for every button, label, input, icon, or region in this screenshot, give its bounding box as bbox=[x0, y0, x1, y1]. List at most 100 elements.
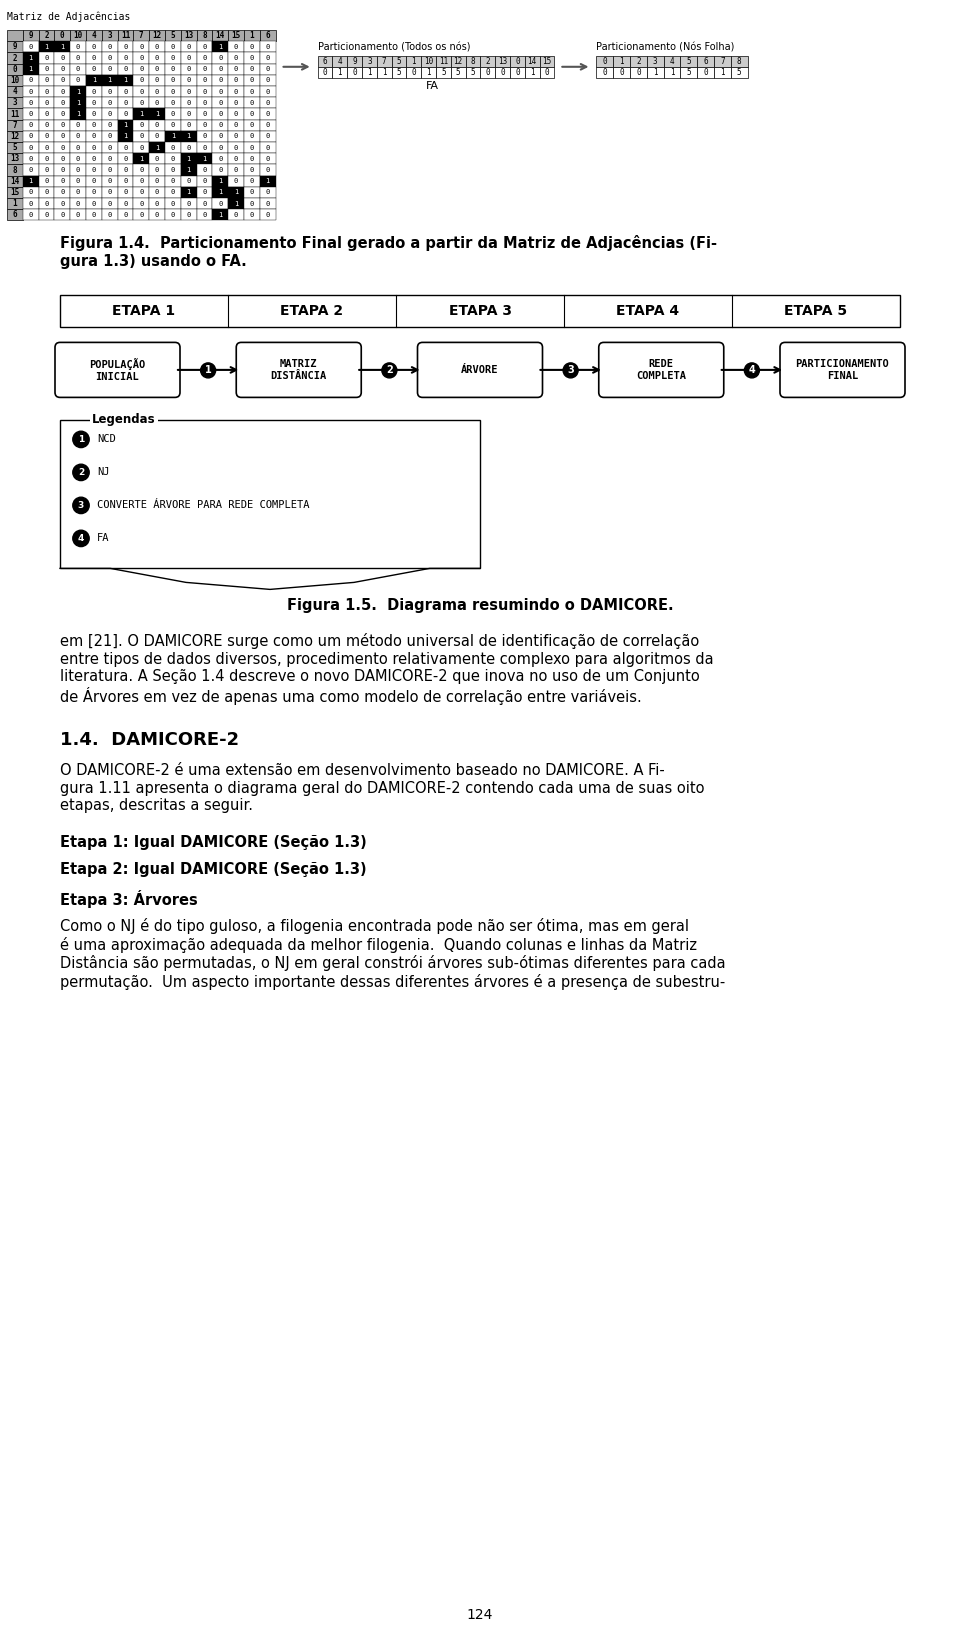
Text: 5: 5 bbox=[470, 67, 475, 77]
Bar bbox=[133, 142, 149, 154]
Text: 8: 8 bbox=[12, 165, 17, 175]
Bar bbox=[23, 209, 38, 221]
Text: 0: 0 bbox=[108, 100, 111, 106]
Text: 0: 0 bbox=[171, 201, 175, 206]
Text: 2: 2 bbox=[12, 54, 17, 62]
Bar bbox=[697, 67, 714, 77]
Bar bbox=[510, 56, 525, 67]
Text: 11: 11 bbox=[121, 31, 131, 41]
Text: 12: 12 bbox=[453, 57, 463, 65]
Bar bbox=[362, 67, 376, 77]
Bar bbox=[149, 165, 165, 175]
Bar bbox=[180, 175, 197, 186]
Bar bbox=[149, 209, 165, 221]
Text: 1: 1 bbox=[412, 57, 416, 65]
Bar bbox=[212, 186, 228, 198]
Bar bbox=[681, 67, 697, 77]
Bar bbox=[102, 198, 117, 209]
Text: 0: 0 bbox=[44, 67, 49, 72]
Bar bbox=[86, 41, 102, 52]
Text: 0: 0 bbox=[266, 201, 270, 206]
Bar bbox=[7, 108, 23, 119]
Text: 0: 0 bbox=[218, 67, 223, 72]
Bar bbox=[212, 198, 228, 209]
Text: 0: 0 bbox=[171, 111, 175, 118]
Bar bbox=[118, 108, 133, 119]
Bar bbox=[165, 186, 180, 198]
Text: 0: 0 bbox=[108, 134, 111, 139]
Bar bbox=[7, 198, 23, 209]
Text: 0: 0 bbox=[171, 144, 175, 150]
Text: 14: 14 bbox=[216, 31, 225, 41]
FancyBboxPatch shape bbox=[418, 343, 542, 397]
Text: 0: 0 bbox=[108, 178, 111, 185]
Bar bbox=[38, 29, 55, 41]
Text: 0: 0 bbox=[171, 88, 175, 95]
Bar bbox=[86, 75, 102, 87]
Text: 0: 0 bbox=[76, 144, 81, 150]
Text: 0: 0 bbox=[704, 67, 708, 77]
Text: 0: 0 bbox=[92, 134, 96, 139]
Text: 0: 0 bbox=[266, 212, 270, 217]
Bar bbox=[70, 186, 86, 198]
Text: 0: 0 bbox=[218, 77, 223, 83]
Text: 0: 0 bbox=[108, 44, 111, 49]
Bar bbox=[180, 29, 197, 41]
Bar bbox=[70, 154, 86, 165]
Bar bbox=[149, 87, 165, 96]
Bar bbox=[149, 64, 165, 75]
Text: 0: 0 bbox=[250, 178, 254, 185]
Bar bbox=[118, 154, 133, 165]
Bar bbox=[165, 96, 180, 108]
Text: 0: 0 bbox=[250, 144, 254, 150]
Bar bbox=[38, 186, 55, 198]
Text: 0: 0 bbox=[234, 44, 238, 49]
Bar bbox=[38, 41, 55, 52]
Bar bbox=[102, 96, 117, 108]
Bar bbox=[70, 175, 86, 186]
Text: 0: 0 bbox=[108, 144, 111, 150]
Bar bbox=[180, 87, 197, 96]
Text: 9: 9 bbox=[12, 42, 17, 51]
Bar bbox=[118, 75, 133, 87]
Bar bbox=[165, 119, 180, 131]
Bar bbox=[436, 56, 451, 67]
Bar bbox=[70, 52, 86, 64]
Bar bbox=[102, 186, 117, 198]
Bar bbox=[55, 165, 70, 175]
Text: Figura 1.4.  Particionamento Final gerado a partir da Matriz de Adjacências (Fi-: Figura 1.4. Particionamento Final gerado… bbox=[60, 235, 717, 270]
Bar bbox=[165, 75, 180, 87]
Bar bbox=[244, 209, 260, 221]
Bar bbox=[260, 175, 276, 186]
Text: Etapa 2: Igual DAMICORE (Seção 1.3): Etapa 2: Igual DAMICORE (Seção 1.3) bbox=[60, 863, 367, 877]
Text: 0: 0 bbox=[44, 134, 49, 139]
Text: 6: 6 bbox=[265, 31, 270, 41]
Text: 0: 0 bbox=[218, 144, 223, 150]
Text: 0: 0 bbox=[250, 190, 254, 196]
Bar bbox=[133, 131, 149, 142]
Bar bbox=[23, 29, 38, 41]
Text: 0: 0 bbox=[155, 56, 159, 60]
Bar bbox=[228, 87, 244, 96]
Bar bbox=[260, 108, 276, 119]
Bar bbox=[102, 64, 117, 75]
Text: 0: 0 bbox=[218, 88, 223, 95]
Text: 0: 0 bbox=[60, 167, 64, 173]
Text: 0: 0 bbox=[603, 57, 607, 65]
Text: 5: 5 bbox=[737, 67, 741, 77]
Text: ÁRVORE: ÁRVORE bbox=[461, 364, 499, 374]
Text: 10: 10 bbox=[424, 57, 433, 65]
Bar bbox=[149, 41, 165, 52]
Text: 0: 0 bbox=[250, 88, 254, 95]
Text: 0: 0 bbox=[92, 67, 96, 72]
Bar bbox=[495, 67, 510, 77]
Text: 0: 0 bbox=[60, 56, 64, 60]
Text: 7: 7 bbox=[382, 57, 387, 65]
Text: 0: 0 bbox=[108, 123, 111, 127]
Text: 0: 0 bbox=[124, 144, 128, 150]
Text: 0: 0 bbox=[76, 167, 81, 173]
Text: 1: 1 bbox=[203, 155, 206, 162]
Bar bbox=[55, 96, 70, 108]
Text: 1: 1 bbox=[367, 67, 372, 77]
FancyBboxPatch shape bbox=[55, 343, 180, 397]
